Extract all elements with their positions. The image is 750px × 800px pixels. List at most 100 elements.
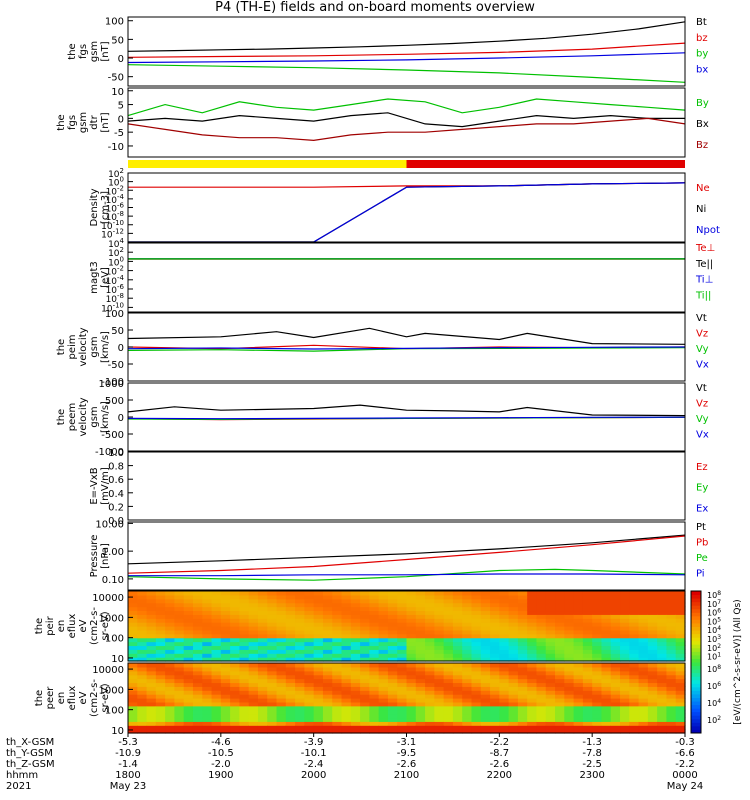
- spectrogram-cell: [582, 657, 593, 662]
- spectrogram-cell: [610, 622, 621, 627]
- spectrogram-cell: [555, 610, 565, 615]
- spectrogram-cell: [211, 598, 222, 604]
- spectrogram-cell: [267, 717, 278, 722]
- spectrogram-cell: [350, 701, 361, 707]
- y-tick-label: 0.4: [108, 489, 124, 500]
- spectrogram-cell: [369, 682, 380, 687]
- spectrogram-cell: [555, 653, 565, 658]
- spectrogram-cell: [369, 657, 380, 662]
- spectrogram-cell: [137, 618, 148, 623]
- spectrogram-cell: [573, 717, 584, 722]
- spectrogram-cell: [462, 594, 473, 600]
- spectrogram-cell: [285, 717, 296, 722]
- spectrogram-cell: [564, 618, 575, 623]
- spectrogram-cell: [499, 594, 510, 600]
- spectrogram-cell: [276, 713, 287, 719]
- spectrogram-cell: [183, 649, 194, 654]
- spectrogram-cell: [322, 598, 333, 604]
- spectrogram-cell: [285, 622, 296, 627]
- spectrogram-cell: [434, 633, 445, 639]
- spectrogram-cell: [536, 729, 547, 734]
- colorbar-tick-label: 106: [707, 681, 721, 691]
- spectrogram-cell: [341, 594, 352, 600]
- spectrogram-cell: [267, 674, 278, 680]
- colorbar-cell: [691, 640, 701, 645]
- spectrogram-cell: [647, 653, 658, 658]
- spectrogram-cell: [434, 663, 445, 668]
- spectrogram-cell: [443, 641, 454, 647]
- spectrogram-cell: [322, 606, 333, 612]
- spectrogram-cell: [248, 645, 259, 650]
- spectrogram-cell: [295, 674, 305, 680]
- spectrogram-cell: [248, 709, 259, 715]
- spectrogram-cell: [490, 641, 500, 647]
- spectrogram-cell: [230, 663, 240, 668]
- spectrogram-cell: [462, 694, 473, 699]
- spectrogram-cell: [146, 629, 157, 635]
- spectrogram-cell: [490, 610, 500, 615]
- spectrogram-cell: [415, 674, 426, 680]
- spectrogram-cell: [183, 657, 194, 662]
- spectrogram-cell: [573, 721, 584, 726]
- spectrogram-cell: [192, 709, 203, 715]
- spectrogram-cell: [397, 633, 408, 639]
- spectrogram-cell: [480, 657, 491, 662]
- spectrogram-cell: [536, 713, 547, 719]
- spectrogram-cell: [471, 657, 482, 662]
- spectrogram-cell: [536, 614, 547, 619]
- spectrogram-cell: [620, 690, 630, 695]
- spectrogram-cell: [378, 670, 389, 676]
- x-row-value: -4.6: [211, 737, 231, 748]
- spectrogram-cell: [490, 606, 500, 612]
- spectrogram-cell: [192, 666, 203, 672]
- spectrogram-cell: [406, 678, 417, 684]
- spectrogram-cell: [276, 633, 287, 639]
- legend-Pb: Pb: [696, 538, 708, 549]
- spectrogram-cell: [555, 602, 565, 608]
- spectrogram-cell: [239, 694, 250, 699]
- spectrogram-cell: [592, 637, 603, 643]
- legend-Ey: Ey: [696, 483, 708, 494]
- spectrogram-cell: [582, 637, 593, 643]
- colorbar-cell: [691, 633, 701, 638]
- spectrogram-cell: [638, 594, 649, 600]
- spectrogram-cell: [545, 649, 556, 654]
- spectrogram-cell: [610, 618, 621, 623]
- spectrogram-cell: [369, 598, 380, 604]
- spectrogram-cell: [220, 686, 231, 691]
- spectrogram-cell: [657, 694, 668, 699]
- spectrogram-cell: [174, 645, 185, 650]
- x-row-label: th_X-GSM: [6, 737, 54, 748]
- spectrogram-cell: [425, 622, 435, 627]
- spectrogram-cell: [675, 618, 686, 623]
- spectrogram-cell: [183, 670, 194, 676]
- x-row-value: -3.1: [397, 737, 417, 748]
- colorbar-tick-label: 102: [707, 715, 721, 725]
- spectrogram-cell: [267, 698, 278, 703]
- spectrogram-cell: [248, 698, 259, 703]
- spectrogram-cell: [666, 690, 677, 695]
- spectrogram-cell: [517, 622, 528, 627]
- spectrogram-cell: [434, 657, 445, 662]
- spectrogram-cell: [592, 641, 603, 647]
- spectrogram-cell: [647, 641, 658, 647]
- spectrogram-cell: [220, 598, 231, 604]
- spectrogram-cell: [545, 594, 556, 600]
- spectrogram-cell: [471, 721, 482, 726]
- spectrogram-cell: [397, 709, 408, 715]
- spectrogram-cell: [248, 657, 259, 662]
- spectrogram-cell: [443, 663, 454, 668]
- spectrogram-cell: [620, 701, 630, 707]
- spectrogram-cell: [620, 641, 630, 647]
- spectrogram-cell: [378, 713, 389, 719]
- spectrogram-cell: [378, 725, 389, 730]
- spectrogram-cell: [267, 633, 278, 639]
- spectrogram-cell: [564, 606, 575, 612]
- spectrogram-cell: [564, 674, 575, 680]
- spectrogram-cell: [517, 674, 528, 680]
- spectrogram-cell: [406, 721, 417, 726]
- spectrogram-cell: [146, 649, 157, 654]
- spectrogram-cell: [248, 598, 259, 604]
- spectrogram-cell: [499, 663, 510, 668]
